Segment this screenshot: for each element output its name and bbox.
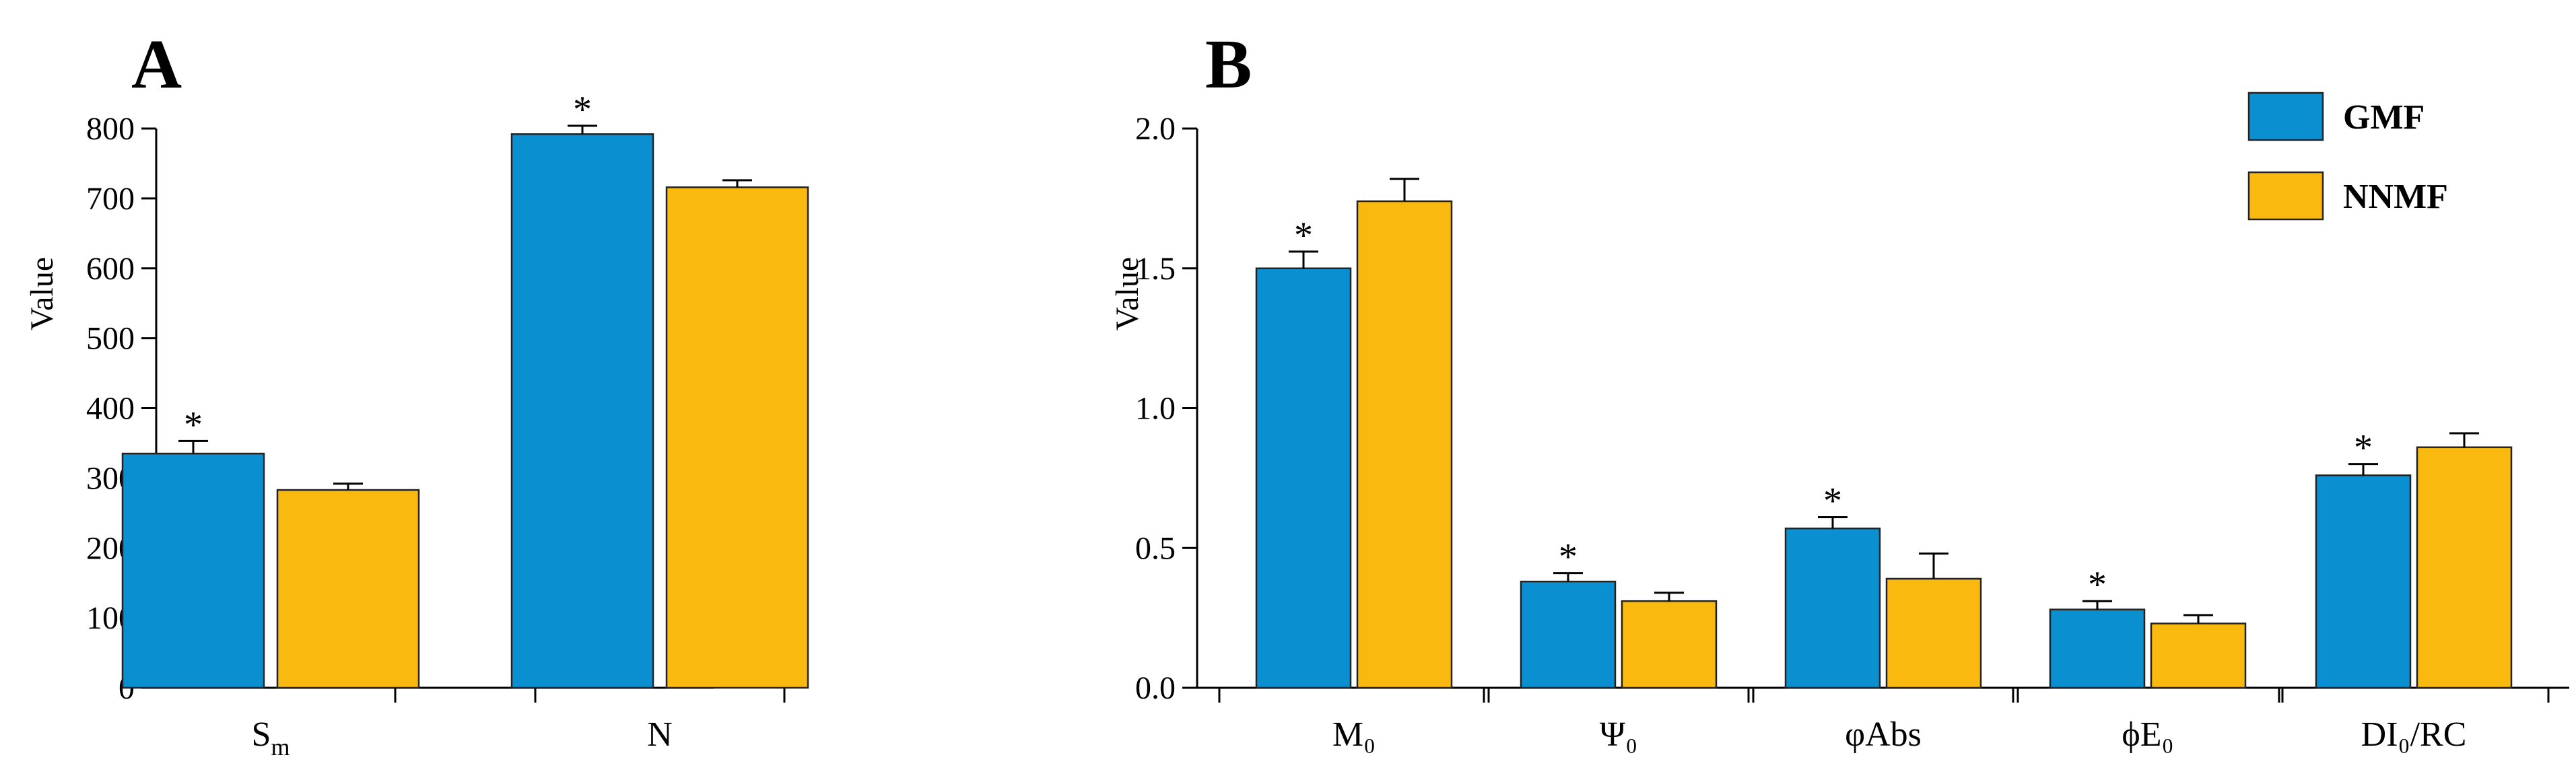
y-tick-label: 500 — [86, 321, 135, 357]
category-label: M₀ — [1332, 715, 1376, 754]
y-tick-label: 1.0 — [1135, 391, 1176, 427]
bar-nnmf — [665, 186, 809, 689]
significance-marker: * — [1823, 481, 1842, 522]
legend-swatch-gmf — [2247, 92, 2324, 141]
y-tick-label: 0.5 — [1135, 530, 1176, 566]
legend-label-nnmf: NNMF — [2343, 178, 2448, 216]
bar-gmf — [2315, 474, 2412, 689]
category-label: Ψ₀ — [1600, 715, 1638, 754]
bar-nnmf — [1885, 577, 1982, 689]
y-tick-label: 2.0 — [1135, 111, 1176, 147]
legend-label-gmf: GMF — [2343, 98, 2425, 137]
y-axis-title: Value — [24, 257, 60, 330]
significance-marker: * — [1294, 215, 1313, 256]
y-tick-label: 600 — [86, 251, 135, 287]
significance-marker: * — [1559, 536, 1578, 578]
significance-marker: * — [573, 89, 592, 131]
category-label: N — [647, 715, 673, 754]
chart-legend: GMF NNMF — [2247, 92, 2448, 221]
significance-marker: * — [184, 404, 203, 446]
bar-nnmf — [1356, 200, 1453, 689]
bar-nnmf — [276, 489, 420, 689]
y-tick-label: 400 — [86, 391, 135, 427]
bar-gmf — [1520, 580, 1617, 689]
panel-letter: A — [131, 26, 182, 103]
significance-marker: * — [2088, 564, 2107, 606]
bar-gmf — [1784, 527, 1881, 689]
category-label: Sm — [252, 715, 290, 760]
y-tick-label: 800 — [86, 111, 135, 147]
bar-nnmf — [2150, 623, 2247, 689]
y-axis-title: Value — [1110, 257, 1145, 330]
bar-nnmf — [2416, 446, 2513, 689]
bar-gmf — [1255, 267, 1352, 689]
y-tick-label: 0.0 — [1135, 670, 1176, 706]
significance-marker: * — [2354, 427, 2373, 469]
y-tick-label: 1.5 — [1135, 251, 1176, 287]
y-tick-label: 700 — [86, 181, 135, 217]
legend-swatch-nnmf — [2247, 171, 2324, 221]
bar-gmf — [510, 133, 654, 689]
panel-b-chart: B 0.0 0.5 1.0 1.5 2.0 Value * M₀ * Ψ₀ * φAbs * ϕE₀ * DI₀… — [1110, 26, 2569, 754]
panel-letter: B — [1205, 26, 1252, 103]
category-label: ϕE₀ — [2122, 715, 2173, 754]
category-label: φAbs — [1845, 715, 1922, 754]
bar-gmf — [2049, 608, 2146, 689]
bar-gmf — [121, 452, 265, 689]
panel-a-chart: A0100200300400500600700800Value*Sm*N — [24, 26, 809, 760]
bar-nnmf — [1621, 600, 1718, 689]
category-label: DI₀/RC — [2361, 715, 2467, 754]
